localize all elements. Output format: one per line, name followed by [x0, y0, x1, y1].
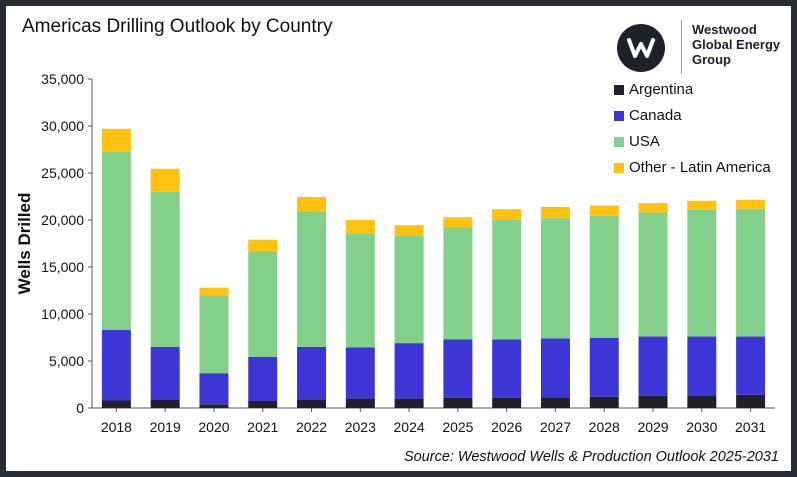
bar-segment-argentina: [297, 400, 327, 408]
x-tick-label: 2028: [589, 419, 620, 435]
bar-segment-other-latin-america: [687, 200, 717, 210]
y-axis-label: Wells Drilled: [15, 193, 34, 295]
x-tick-label: 2020: [198, 419, 229, 435]
x-tick-label: 2031: [735, 419, 766, 435]
x-tick-label: 2025: [442, 419, 473, 435]
bar-segment-other-latin-america: [248, 239, 278, 252]
chart-title: Americas Drilling Outlook by Country: [22, 16, 333, 37]
bar-segment-canada: [248, 356, 278, 401]
bar-segment-argentina: [540, 397, 570, 408]
x-tick-label: 2019: [150, 419, 181, 435]
bar-segment-argentina: [199, 404, 229, 408]
bar-segment-other-latin-america: [589, 205, 619, 216]
y-tick-label: 5,000: [49, 353, 84, 369]
bar-segment-argentina: [443, 397, 473, 408]
bar-segment-argentina: [345, 398, 375, 408]
y-tick-label: 20,000: [41, 212, 84, 228]
bar-segment-canada: [199, 373, 229, 405]
bar-segment-canada: [297, 346, 327, 401]
bar-segment-other-latin-america: [101, 128, 131, 152]
bar-segment-argentina: [150, 400, 180, 408]
x-tick-label: 2024: [394, 419, 425, 435]
bar-segment-argentina: [589, 396, 619, 408]
x-tick-label: 2021: [247, 419, 278, 435]
logo-divider: [681, 20, 682, 74]
x-tick-label: 2030: [686, 419, 717, 435]
bar-segment-other-latin-america: [394, 225, 424, 236]
bar-segment-other-latin-america: [492, 209, 522, 220]
bar-segment-usa: [687, 209, 717, 337]
bar-segment-argentina: [394, 398, 424, 408]
bar-segment-usa: [589, 215, 619, 338]
bar-segment-other-latin-america: [297, 196, 327, 212]
bar-segment-usa: [394, 235, 424, 344]
y-tick-label: 30,000: [41, 118, 84, 134]
westwood-logo-icon: [617, 24, 665, 72]
y-tick-label: 15,000: [41, 259, 84, 275]
bar-segment-canada: [589, 337, 619, 397]
bar-segment-usa: [101, 151, 131, 330]
bar-segment-other-latin-america: [150, 168, 180, 192]
y-tick-label: 0: [76, 400, 84, 416]
bar-segment-canada: [638, 336, 668, 396]
bar-segment-usa: [345, 233, 375, 348]
bar-segment-other-latin-america: [443, 217, 473, 228]
bar-segment-other-latin-america: [638, 203, 668, 213]
bar-segment-usa: [150, 191, 180, 347]
logo-wordmark: Westwood Global Energy Group: [692, 22, 782, 67]
y-tick-label: 35,000: [41, 71, 84, 87]
bar-segment-other-latin-america: [736, 199, 766, 209]
bar-segment-usa: [492, 220, 522, 340]
legend-label: Canada: [629, 107, 682, 124]
bar-segment-usa: [199, 295, 229, 374]
bar-segment-usa: [443, 227, 473, 340]
bar-segment-canada: [687, 336, 717, 396]
x-tick-label: 2018: [101, 419, 132, 435]
bar-segment-other-latin-america: [345, 220, 375, 234]
bar-segment-usa: [248, 251, 278, 357]
legend-label: Argentina: [629, 81, 694, 98]
bar-segment-canada: [736, 336, 766, 395]
legend-swatch: [614, 85, 624, 95]
bar-segment-usa: [638, 212, 668, 337]
legend-label: Other - Latin America: [629, 159, 771, 176]
legend-swatch: [614, 111, 624, 121]
bar-segment-usa: [736, 208, 766, 337]
bar-segment-usa: [540, 218, 570, 339]
bar-segment-usa: [297, 211, 327, 347]
logo-line-2: Global Energy: [692, 37, 781, 52]
bar-segment-canada: [150, 346, 180, 401]
bar-segment-argentina: [492, 397, 522, 408]
bar-segment-canada: [443, 339, 473, 398]
bar-segment-canada: [101, 329, 131, 401]
x-tick-label: 2029: [637, 419, 668, 435]
bar-segment-canada: [394, 343, 424, 399]
y-tick-label: 10,000: [41, 306, 84, 322]
source-note: Source: Westwood Wells & Production Outl…: [403, 449, 779, 465]
bar-segment-argentina: [687, 395, 717, 408]
bar-segment-canada: [540, 338, 570, 398]
bar-segment-argentina: [101, 400, 131, 408]
legend-label: USA: [629, 133, 660, 150]
legend-swatch: [614, 137, 624, 147]
legend-swatch: [614, 163, 624, 173]
x-tick-label: 2023: [345, 419, 376, 435]
bar-segment-other-latin-america: [540, 206, 570, 219]
logo-line-3: Group: [692, 52, 731, 67]
x-tick-label: 2026: [491, 419, 522, 435]
bar-segment-canada: [492, 339, 522, 398]
x-tick-label: 2022: [296, 419, 327, 435]
y-tick-label: 25,000: [41, 165, 84, 181]
bar-segment-other-latin-america: [199, 287, 229, 296]
bar-segment-argentina: [736, 394, 766, 408]
bar-segment-argentina: [248, 400, 278, 408]
bar-segment-argentina: [638, 395, 668, 408]
bar-segment-canada: [345, 347, 375, 399]
logo-line-1: Westwood: [692, 22, 757, 37]
x-tick-label: 2027: [540, 419, 571, 435]
